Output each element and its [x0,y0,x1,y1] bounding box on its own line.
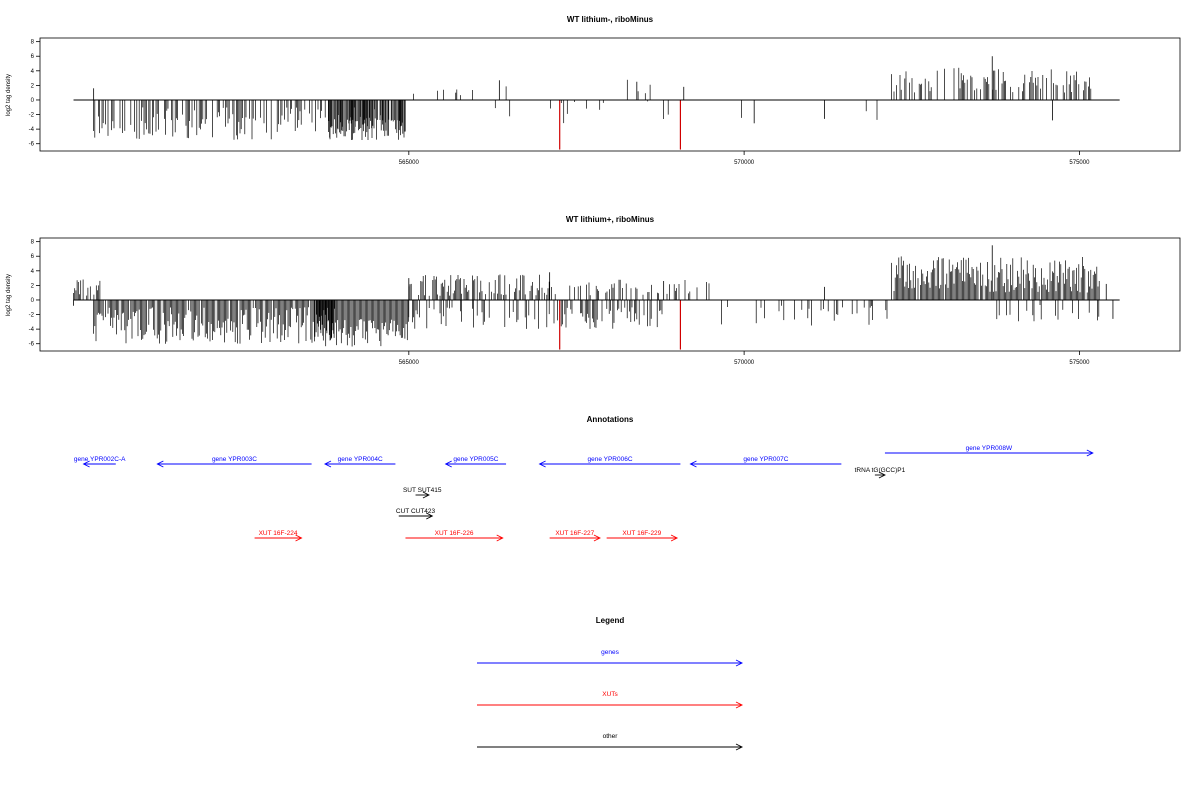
legend-label: XUTs [602,691,618,698]
y-tick-label: 4 [31,269,35,275]
legend-item-genes: genes [477,649,744,667]
legend-label: genes [601,649,619,656]
y-tick-label: 4 [31,69,35,75]
feature-arrowhead [878,471,886,479]
y-tick-label: 8 [31,40,35,46]
y-tick-label: -4 [29,127,35,133]
feature-label: XUT 16F-229 [622,530,661,537]
y-tick-label: 0 [31,298,35,304]
y-axis: 8 6 4 2 0 -2 -4 -6 [29,240,40,348]
x-axis: 565000 570000 575000 [399,151,1090,166]
feature-label: SUT SUT415 [403,487,442,494]
legend-arrowhead [735,743,744,751]
panel-lithium-minus: WT lithium-, riboMinus log2 tag density … [6,15,1181,166]
feature-label: gene YPR006C [587,456,632,463]
y-tick-label: -2 [29,113,35,119]
feature-xut-16f-229: XUT 16F-229 [606,530,679,542]
feature-sut-sut415: SUT SUT415 [403,487,442,499]
y-tick-label: 2 [31,283,35,289]
feature-arrowhead [82,460,90,468]
feature-gene-ypr005c: gene YPR005C [444,456,507,468]
legend-title: Legend [596,616,625,625]
legend-item-xuts: XUTs [477,691,744,709]
y-tick-label: -4 [29,327,35,333]
feature-gene-ypr002c-a: gene YPR002C-A [74,456,126,468]
plot-frame [39,237,1181,352]
feature-arrowhead [156,460,164,468]
annotations-panel: Annotations gene YPR002C-A gene YPR003C ge… [74,415,1094,542]
y-tick-label: -6 [29,342,35,348]
y-axis: 8 6 4 2 0 -2 -4 -6 [29,40,40,148]
feature-label: gene YPR005C [453,456,498,463]
legend-items: genes XUTs other [477,649,744,751]
feature-label: XUT 16F-226 [435,530,474,537]
feature-gene-ypr006c: gene YPR006C [538,456,681,468]
feature-track: gene YPR002C-A gene YPR003C gene YPR004C ge… [74,445,1094,542]
feature-label: gene YPR004C [338,456,383,463]
feature-gene-ypr008w: gene YPR008W [884,445,1094,457]
x-tick-label: 565000 [399,360,420,366]
feature-label: gene YPR003C [212,456,257,463]
x-tick-label: 575000 [1069,360,1090,366]
feature-arrowhead [426,512,434,520]
feature-arrowhead [323,460,332,468]
feature-arrowhead [689,460,697,468]
feature-arrowhead [295,534,303,542]
x-tick-label: 570000 [734,160,755,166]
highlight-bars [559,299,682,350]
y-axis-label: log2 tag density [6,274,12,316]
x-tick-label: 575000 [1069,160,1090,166]
feature-label: XUT 16F-227 [555,530,594,537]
legend-label: other [603,733,619,740]
feature-arrowhead [1086,449,1094,457]
feature-trna-tg-gcc-p1: tRNA tG(GCC)P1 [855,467,906,479]
signal-bars [73,245,1114,347]
x-tick-label: 565000 [399,160,420,166]
feature-xut-16f-226: XUT 16F-226 [405,530,504,542]
legend-item-other: other [477,733,744,751]
plot-frame [39,37,1181,152]
feature-arrowhead [593,534,601,542]
y-tick-label: 0 [31,98,35,104]
panel-lithium-plus: WT lithium+, riboMinus log2 tag density … [6,215,1181,366]
feature-arrowhead [670,534,679,542]
y-tick-label: 6 [31,254,35,260]
legend-arrowhead [735,659,744,667]
feature-arrowhead [496,534,504,542]
panel-title: WT lithium+, riboMinus [566,215,655,224]
annotations-title: Annotations [587,415,634,424]
y-tick-label: 8 [31,240,35,246]
x-axis: 565000 570000 575000 [399,351,1090,366]
y-tick-label: 6 [31,54,35,60]
legend-panel: Legend genes XUTs other [477,616,744,751]
feature-label: CUT CUT423 [396,508,436,515]
feature-gene-ypr003c: gene YPR003C [156,456,312,468]
legend-arrowhead [735,701,744,709]
feature-label: XUT 16F-224 [259,530,298,537]
y-tick-label: -2 [29,313,35,319]
signal-bars [93,56,1092,140]
feature-gene-ypr004c: gene YPR004C [323,456,396,468]
y-tick-label: -6 [29,142,35,148]
feature-cut-cut423: CUT CUT423 [396,508,436,520]
feature-arrowhead [444,460,452,468]
feature-arrowhead [538,460,546,468]
highlight-bars [559,99,682,150]
feature-label: gene YPR007C [743,456,788,463]
feature-gene-ypr007c: gene YPR007C [689,456,842,468]
panel-title: WT lithium-, riboMinus [567,15,654,24]
x-tick-label: 570000 [734,360,755,366]
y-tick-label: 2 [31,83,35,89]
y-axis-label: log2 tag density [6,74,12,116]
feature-label: gene YPR002C-A [74,456,126,463]
feature-label: tRNA tG(GCC)P1 [855,467,906,474]
feature-label: gene YPR008W [966,445,1013,452]
feature-xut-16f-224: XUT 16F-224 [254,530,303,542]
feature-xut-16f-227: XUT 16F-227 [549,530,601,542]
feature-arrowhead [422,491,430,499]
